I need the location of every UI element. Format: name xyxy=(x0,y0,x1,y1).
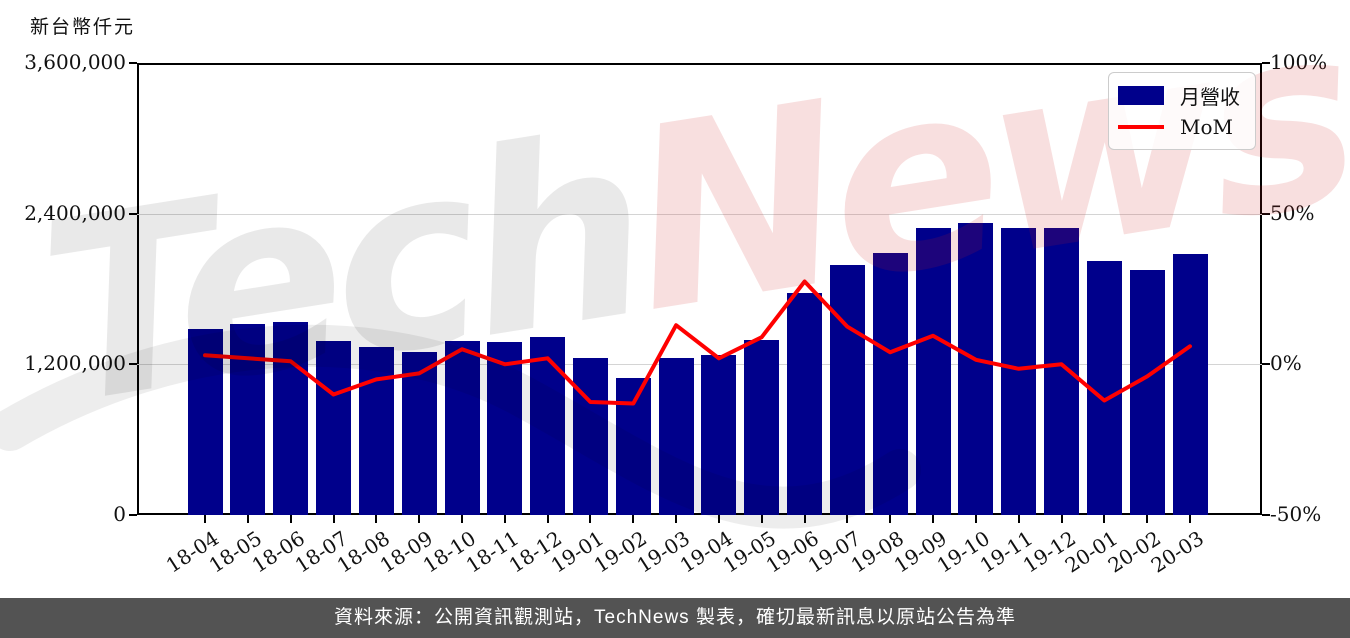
legend-label-mom: MoM xyxy=(1180,115,1233,139)
right-axis-tick-label: -50% xyxy=(1270,502,1322,526)
revenue-bar-19-05 xyxy=(744,340,780,515)
x-axis-tick-mark xyxy=(289,515,292,523)
right-axis-tick-label: 50% xyxy=(1270,200,1315,225)
x-axis-tick-mark xyxy=(375,515,378,523)
revenue-bar-19-02 xyxy=(615,377,651,515)
revenue-swatch xyxy=(1118,85,1164,105)
revenue-bar-20-03 xyxy=(1172,253,1208,515)
x-axis-tick-mark xyxy=(632,515,635,523)
y-axis-tick-label: 2,400,000 xyxy=(24,200,126,225)
revenue-bar-19-11 xyxy=(1001,227,1037,515)
x-axis-tick-mark xyxy=(503,515,506,523)
legend-item-revenue: 月營收 xyxy=(1118,82,1245,109)
revenue-bar-18-05 xyxy=(230,324,266,515)
y-axis-tick-mark xyxy=(129,363,137,366)
legend: 月營收 MoM xyxy=(1108,72,1256,150)
legend-item-mom: MoM xyxy=(1118,114,1245,140)
y-axis-title: 新台幣仟元 xyxy=(30,16,136,38)
right-axis-tick-mark xyxy=(1262,514,1270,516)
right-axis-tick-label: 0% xyxy=(1270,351,1302,376)
revenue-bar-18-06 xyxy=(273,321,309,515)
right-axis-tick-mark xyxy=(1262,62,1270,64)
y-axis-tick-mark xyxy=(129,212,137,215)
x-axis-tick-mark xyxy=(1146,515,1149,523)
revenue-bar-19-04 xyxy=(701,355,737,515)
revenue-bar-18-08 xyxy=(358,347,394,515)
revenue-bar-18-10 xyxy=(444,340,480,515)
revenue-bar-19-06 xyxy=(787,292,823,515)
source-footer-text: 資料來源：公開資訊觀測站，TechNews 製表，確切最新訊息以原站公告為準 xyxy=(334,607,1016,628)
x-axis-tick-mark xyxy=(1189,515,1191,523)
x-axis-tick-mark xyxy=(974,515,977,523)
revenue-bar-20-02 xyxy=(1129,269,1165,515)
revenue-bar-20-01 xyxy=(1086,261,1122,515)
x-axis-tick-mark xyxy=(204,515,206,523)
x-axis-tick-mark xyxy=(675,515,678,523)
mom-swatch xyxy=(1118,125,1164,129)
y-axis-tick-mark xyxy=(129,514,137,516)
x-axis-tick-mark xyxy=(589,515,592,523)
revenue-bar-19-10 xyxy=(958,223,994,515)
x-axis-tick-mark xyxy=(889,515,892,523)
x-axis-tick-mark xyxy=(1103,515,1106,523)
revenue-bar-19-03 xyxy=(658,358,694,515)
revenue-bar-18-11 xyxy=(487,341,523,515)
revenue-bar-19-08 xyxy=(872,252,908,515)
revenue-bar-18-12 xyxy=(530,337,566,515)
right-axis-tick-mark xyxy=(1262,363,1270,366)
x-axis-tick-mark xyxy=(760,515,763,523)
legend-label-revenue: 月營收 xyxy=(1180,84,1240,109)
x-axis-tick-mark xyxy=(332,515,335,523)
revenue-bar-18-09 xyxy=(401,351,437,515)
gridline xyxy=(137,213,1262,215)
y-axis-tick-label: 3,600,000 xyxy=(24,50,126,74)
x-axis-tick-mark xyxy=(1060,515,1063,523)
x-axis-tick-mark xyxy=(546,515,549,523)
x-axis-tick-mark xyxy=(246,515,249,523)
right-axis-tick-label: 100% xyxy=(1270,50,1328,74)
revenue-bar-19-07 xyxy=(829,264,865,515)
revenue-bar-19-12 xyxy=(1044,228,1079,515)
right-axis-tick-mark xyxy=(1262,212,1270,215)
revenue-bar-19-01 xyxy=(572,358,608,515)
x-axis-tick-mark xyxy=(717,515,720,523)
revenue-bar-18-04 xyxy=(187,328,223,515)
revenue-bar-19-09 xyxy=(915,227,951,515)
x-axis-tick-mark xyxy=(846,515,849,523)
y-axis-tick-label: 0 xyxy=(113,502,126,526)
source-footer: 資料來源：公開資訊觀測站，TechNews 製表，確切最新訊息以原站公告為準 xyxy=(0,598,1350,638)
x-axis-tick-mark xyxy=(461,515,463,523)
x-axis-tick-mark xyxy=(803,515,806,523)
x-axis-tick-mark xyxy=(932,515,934,523)
y-axis-tick-label: 1,200,000 xyxy=(24,351,126,376)
x-axis-tick-mark xyxy=(418,515,421,523)
y-axis-tick-mark xyxy=(129,62,137,64)
revenue-bar-18-07 xyxy=(316,340,351,515)
x-axis-tick-mark xyxy=(1017,515,1020,523)
